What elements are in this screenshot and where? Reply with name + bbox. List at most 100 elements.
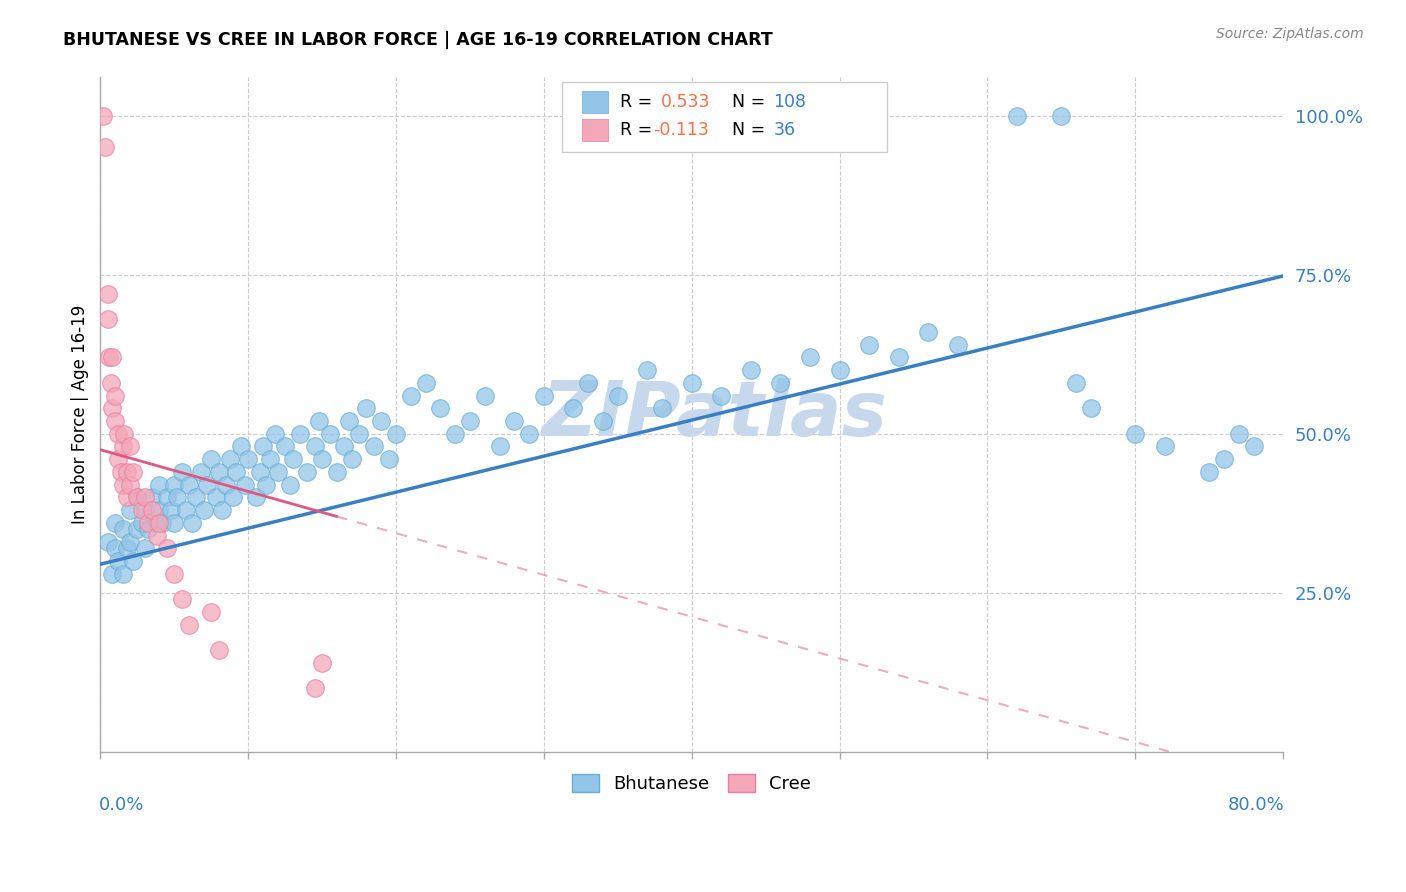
Bhutanese bbox=[233, 477, 256, 491]
Bhutanese bbox=[127, 522, 149, 536]
Text: Source: ZipAtlas.com: Source: ZipAtlas.com bbox=[1216, 27, 1364, 41]
Cree bbox=[118, 477, 141, 491]
Bhutanese bbox=[163, 477, 186, 491]
Bhutanese bbox=[1198, 465, 1220, 479]
Bhutanese bbox=[444, 426, 467, 441]
Bhutanese bbox=[651, 401, 673, 416]
Bhutanese bbox=[288, 426, 311, 441]
Cree bbox=[127, 491, 149, 505]
Bhutanese bbox=[259, 452, 281, 467]
Cree bbox=[177, 617, 200, 632]
Bhutanese bbox=[254, 477, 277, 491]
Bhutanese bbox=[533, 388, 555, 402]
Bhutanese bbox=[281, 452, 304, 467]
Bhutanese bbox=[308, 414, 330, 428]
Cree bbox=[141, 503, 163, 517]
Bhutanese bbox=[318, 426, 340, 441]
Bhutanese bbox=[576, 376, 599, 390]
Cree bbox=[100, 376, 122, 390]
Bhutanese bbox=[134, 541, 156, 556]
Cree bbox=[170, 592, 193, 607]
Bhutanese bbox=[740, 363, 762, 377]
Text: 80.0%: 80.0% bbox=[1227, 796, 1284, 814]
Bhutanese bbox=[562, 401, 585, 416]
Cree bbox=[304, 681, 326, 696]
Bhutanese bbox=[207, 465, 229, 479]
Bhutanese bbox=[1213, 452, 1236, 467]
Cree bbox=[118, 440, 141, 454]
Bhutanese bbox=[177, 477, 200, 491]
Bhutanese bbox=[517, 426, 540, 441]
Bhutanese bbox=[337, 414, 360, 428]
Bhutanese bbox=[474, 388, 496, 402]
Bhutanese bbox=[1243, 440, 1265, 454]
Bhutanese bbox=[399, 388, 422, 402]
Cree bbox=[98, 351, 121, 365]
Bhutanese bbox=[166, 491, 188, 505]
Text: 0.0%: 0.0% bbox=[100, 796, 145, 814]
Bhutanese bbox=[828, 363, 851, 377]
Bhutanese bbox=[858, 337, 880, 351]
Text: R =: R = bbox=[620, 121, 658, 139]
Bhutanese bbox=[1005, 109, 1028, 123]
Bhutanese bbox=[193, 503, 215, 517]
Bhutanese bbox=[136, 522, 159, 536]
Bhutanese bbox=[377, 452, 399, 467]
Cree bbox=[111, 477, 134, 491]
Cree bbox=[148, 516, 170, 530]
Bhutanese bbox=[170, 465, 193, 479]
Bhutanese bbox=[415, 376, 437, 390]
Bhutanese bbox=[118, 535, 141, 549]
Cree bbox=[163, 566, 186, 581]
Bhutanese bbox=[681, 376, 703, 390]
Bhutanese bbox=[1050, 109, 1073, 123]
Bhutanese bbox=[122, 554, 145, 568]
Bhutanese bbox=[181, 516, 204, 530]
Bhutanese bbox=[219, 452, 242, 467]
Cree bbox=[131, 503, 153, 517]
Cree bbox=[207, 643, 229, 657]
Bhutanese bbox=[229, 440, 252, 454]
Cree bbox=[145, 528, 167, 542]
Cree bbox=[94, 140, 117, 154]
Bhutanese bbox=[429, 401, 451, 416]
Bhutanese bbox=[356, 401, 378, 416]
Cree bbox=[156, 541, 179, 556]
Bhutanese bbox=[195, 477, 218, 491]
Bhutanese bbox=[326, 465, 349, 479]
Bhutanese bbox=[1227, 426, 1250, 441]
Bhutanese bbox=[887, 351, 910, 365]
Bhutanese bbox=[385, 426, 408, 441]
Bhutanese bbox=[1064, 376, 1087, 390]
Bhutanese bbox=[115, 541, 138, 556]
FancyBboxPatch shape bbox=[561, 82, 887, 152]
Cree bbox=[104, 414, 127, 428]
Bhutanese bbox=[160, 503, 183, 517]
Bar bbox=[582, 120, 607, 141]
Legend: Bhutanese, Cree: Bhutanese, Cree bbox=[565, 766, 818, 800]
Bhutanese bbox=[145, 516, 167, 530]
Bhutanese bbox=[249, 465, 271, 479]
Bhutanese bbox=[710, 388, 733, 402]
Bhutanese bbox=[174, 503, 197, 517]
Text: -0.113: -0.113 bbox=[652, 121, 709, 139]
Bhutanese bbox=[347, 426, 370, 441]
Cree bbox=[107, 426, 129, 441]
Bhutanese bbox=[156, 491, 179, 505]
Bhutanese bbox=[127, 491, 149, 505]
Cree bbox=[91, 109, 114, 123]
Text: 0.533: 0.533 bbox=[661, 93, 710, 111]
Bhutanese bbox=[636, 363, 658, 377]
Text: BHUTANESE VS CREE IN LABOR FORCE | AGE 16-19 CORRELATION CHART: BHUTANESE VS CREE IN LABOR FORCE | AGE 1… bbox=[63, 31, 773, 49]
Bhutanese bbox=[1123, 426, 1146, 441]
Bhutanese bbox=[1080, 401, 1102, 416]
Bhutanese bbox=[200, 452, 222, 467]
Bhutanese bbox=[340, 452, 363, 467]
Bhutanese bbox=[134, 503, 156, 517]
Bhutanese bbox=[104, 516, 127, 530]
Bhutanese bbox=[946, 337, 969, 351]
Bhutanese bbox=[215, 477, 238, 491]
Bhutanese bbox=[274, 440, 297, 454]
Bhutanese bbox=[222, 491, 245, 505]
Bhutanese bbox=[263, 426, 285, 441]
